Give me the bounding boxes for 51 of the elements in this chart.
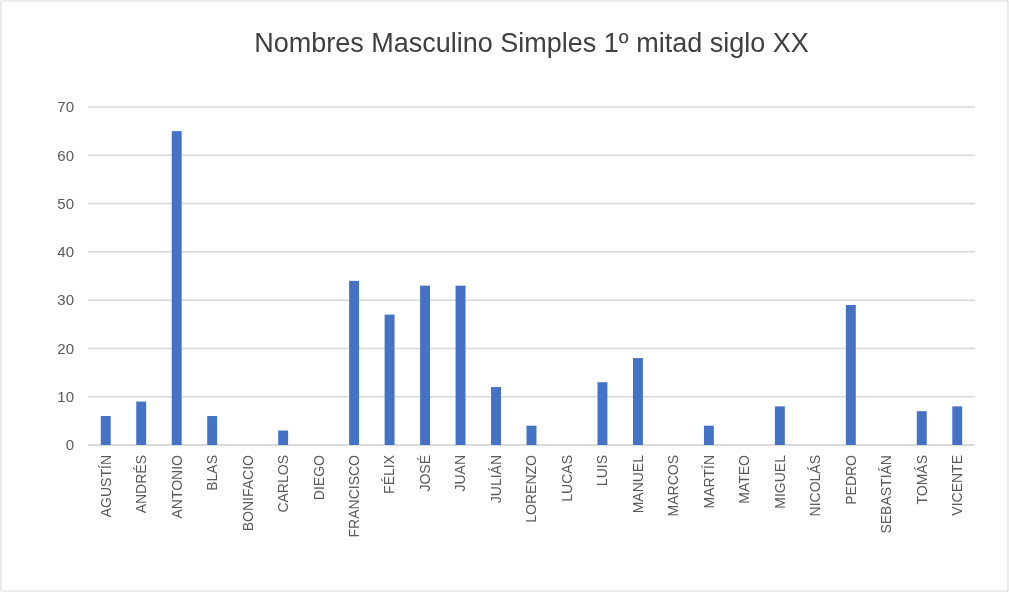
x-tick-label: VICENTE <box>949 455 966 516</box>
bar <box>774 406 785 445</box>
bar <box>845 304 856 445</box>
x-tick-label: NICOLÁS <box>807 455 824 517</box>
y-tick-label: 60 <box>57 146 74 164</box>
bar <box>207 416 218 445</box>
bar <box>349 280 360 445</box>
bar <box>491 387 501 445</box>
x-tick-label: TOMÁS <box>913 455 930 505</box>
bar <box>278 430 289 445</box>
x-tick-label: JULIÁN <box>487 455 504 504</box>
x-tick-label: MANUEL <box>629 454 646 514</box>
y-tick-label: 30 <box>57 291 74 309</box>
x-tick-label: ANTONIO <box>168 454 185 519</box>
x-tick-label: BLAS <box>204 455 221 491</box>
bar <box>420 285 431 445</box>
x-tick-label: FÉLIX <box>381 454 398 494</box>
x-tick-label: LUCAS <box>558 455 575 502</box>
x-tick-label: FRANCISCO <box>346 454 362 538</box>
y-tick-label: 20 <box>57 339 74 357</box>
bar <box>171 131 182 445</box>
bar <box>384 314 395 445</box>
x-tick-label: MATEO <box>736 454 753 504</box>
y-tick-label: 10 <box>57 387 74 405</box>
x-tick-label: MIGUEL <box>771 454 788 509</box>
bar <box>916 411 927 445</box>
bar <box>100 416 111 445</box>
x-tick-label: SEBASTIÁN <box>878 455 895 534</box>
x-tick-label: DIEGO <box>310 454 327 501</box>
x-tick-label: PEDRO <box>842 454 859 505</box>
y-tick-label: 40 <box>57 243 74 261</box>
bar <box>703 425 714 445</box>
x-tick-label: BONIFACIO <box>239 454 256 532</box>
y-tick-label: 50 <box>57 194 74 212</box>
x-tick-label: ANDRÉS <box>133 455 150 514</box>
x-tick-label: CARLOS <box>275 455 292 513</box>
x-tick-label: JUAN <box>452 455 469 492</box>
y-tick-label: 0 <box>65 436 74 454</box>
x-tick-label: JOSÉ <box>416 455 433 492</box>
bar <box>952 406 963 445</box>
x-tick-label: LUIS <box>594 455 611 487</box>
x-tick-label: LORENZO <box>523 454 540 523</box>
bar <box>455 285 466 445</box>
y-tick-label: 70 <box>57 98 74 116</box>
bar <box>136 401 147 445</box>
bar <box>632 358 643 445</box>
chart-title: Nombres Masculino Simples 1º mitad siglo XX <box>254 28 809 58</box>
bar <box>597 382 608 445</box>
x-tick-label: MARTÍN <box>700 455 717 509</box>
x-tick-label: AGUSTÍN <box>97 455 114 518</box>
x-tick-label: MARCOS <box>665 455 682 517</box>
